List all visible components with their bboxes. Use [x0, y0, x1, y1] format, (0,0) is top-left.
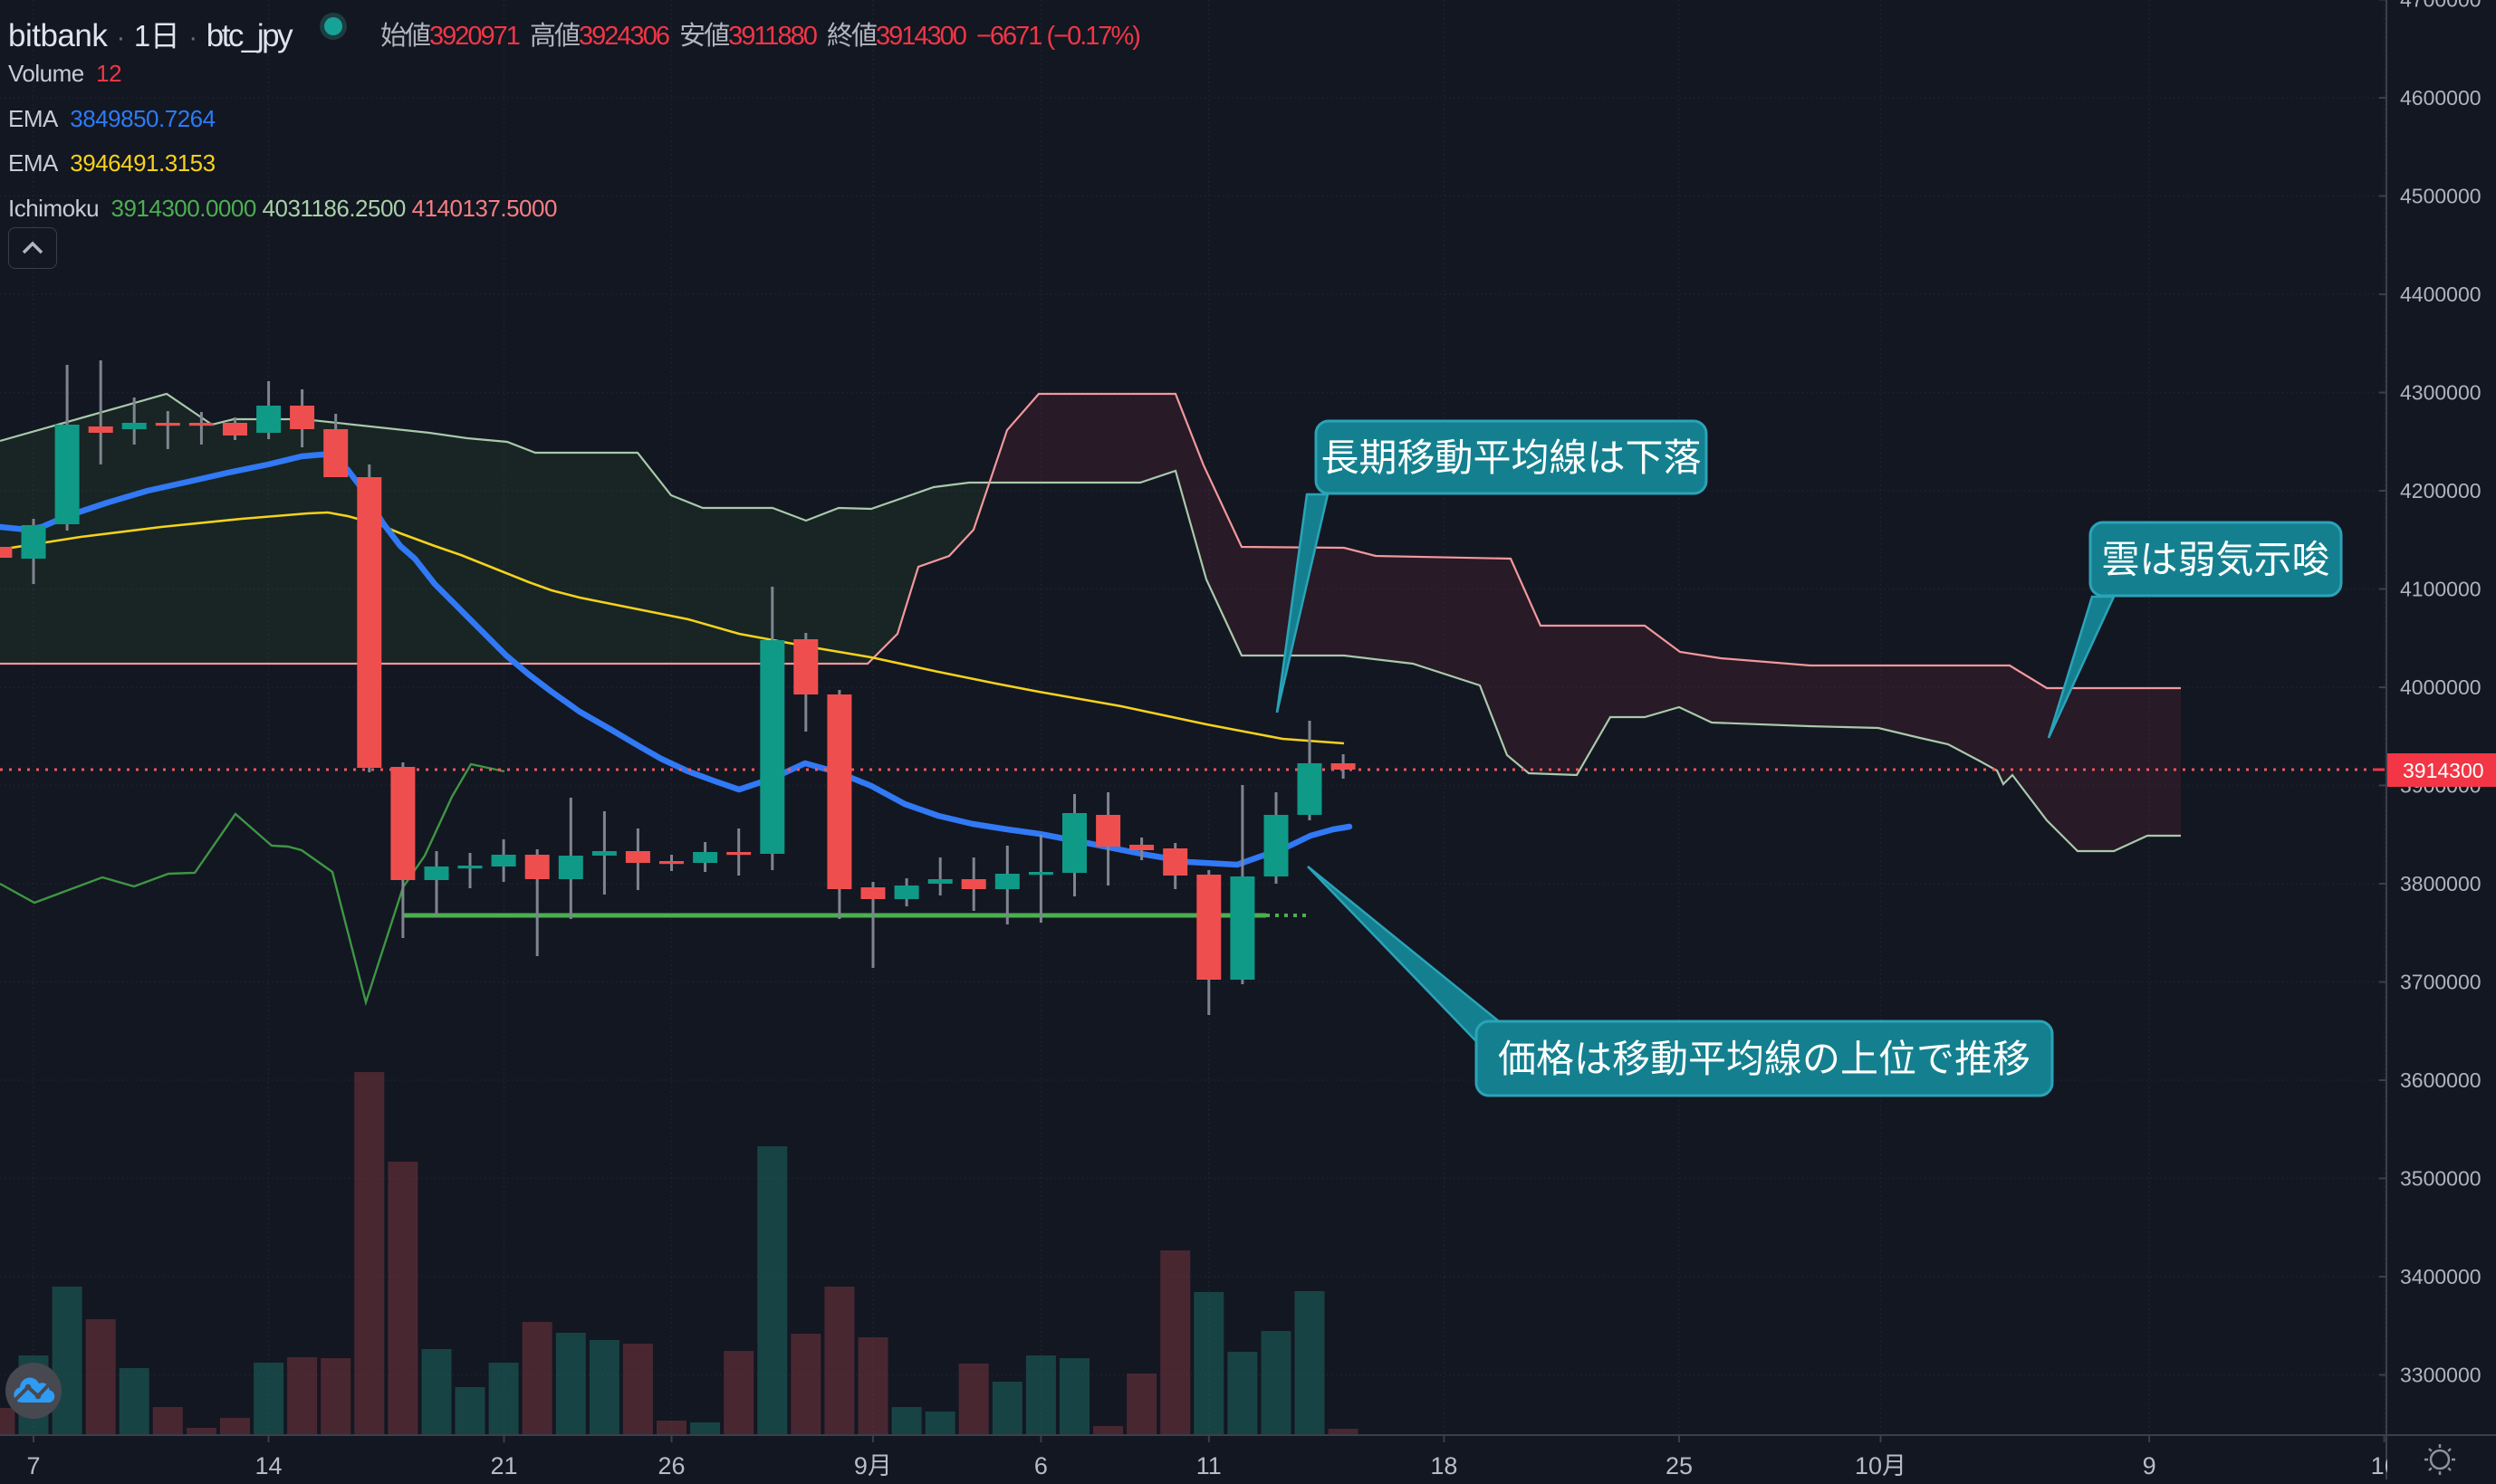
svg-text:25: 25 [1666, 1452, 1693, 1479]
svg-text:6: 6 [1034, 1452, 1048, 1479]
svg-text:4000000: 4000000 [2400, 675, 2482, 699]
svg-text:26: 26 [658, 1452, 685, 1479]
svg-text:価格は移動平均線の上位で推移: 価格は移動平均線の上位で推移 [1498, 1038, 2030, 1080]
svg-text:4200000: 4200000 [2400, 479, 2482, 503]
svg-text:11: 11 [1196, 1452, 1222, 1479]
svg-text:3600000: 3600000 [2400, 1068, 2482, 1092]
svg-text:14: 14 [254, 1452, 282, 1479]
svg-text:3400000: 3400000 [2400, 1265, 2482, 1288]
svg-text:4100000: 4100000 [2400, 578, 2482, 601]
svg-text:4400000: 4400000 [2400, 282, 2482, 306]
svg-text:3914300: 3914300 [2403, 759, 2484, 782]
svg-text:21: 21 [490, 1452, 517, 1479]
svg-text:9: 9 [2143, 1452, 2156, 1479]
svg-text:9月: 9月 [854, 1452, 892, 1479]
svg-text:4300000: 4300000 [2400, 381, 2482, 405]
svg-text:雲は弱気示唆: 雲は弱気示唆 [2101, 539, 2329, 581]
svg-text:4500000: 4500000 [2400, 185, 2482, 208]
svg-text:3800000: 3800000 [2400, 872, 2482, 895]
svg-text:4600000: 4600000 [2400, 86, 2482, 110]
svg-text:18: 18 [1430, 1452, 1457, 1479]
svg-text:7: 7 [26, 1452, 40, 1479]
svg-text:4700000: 4700000 [2400, 0, 2482, 12]
svg-text:3300000: 3300000 [2400, 1364, 2482, 1387]
svg-text:長期移動平均線は下落: 長期移動平均線は下落 [1320, 436, 1701, 479]
svg-text:10月: 10月 [1855, 1452, 1906, 1479]
svg-text:3500000: 3500000 [2400, 1167, 2482, 1191]
svg-text:3700000: 3700000 [2400, 971, 2482, 994]
